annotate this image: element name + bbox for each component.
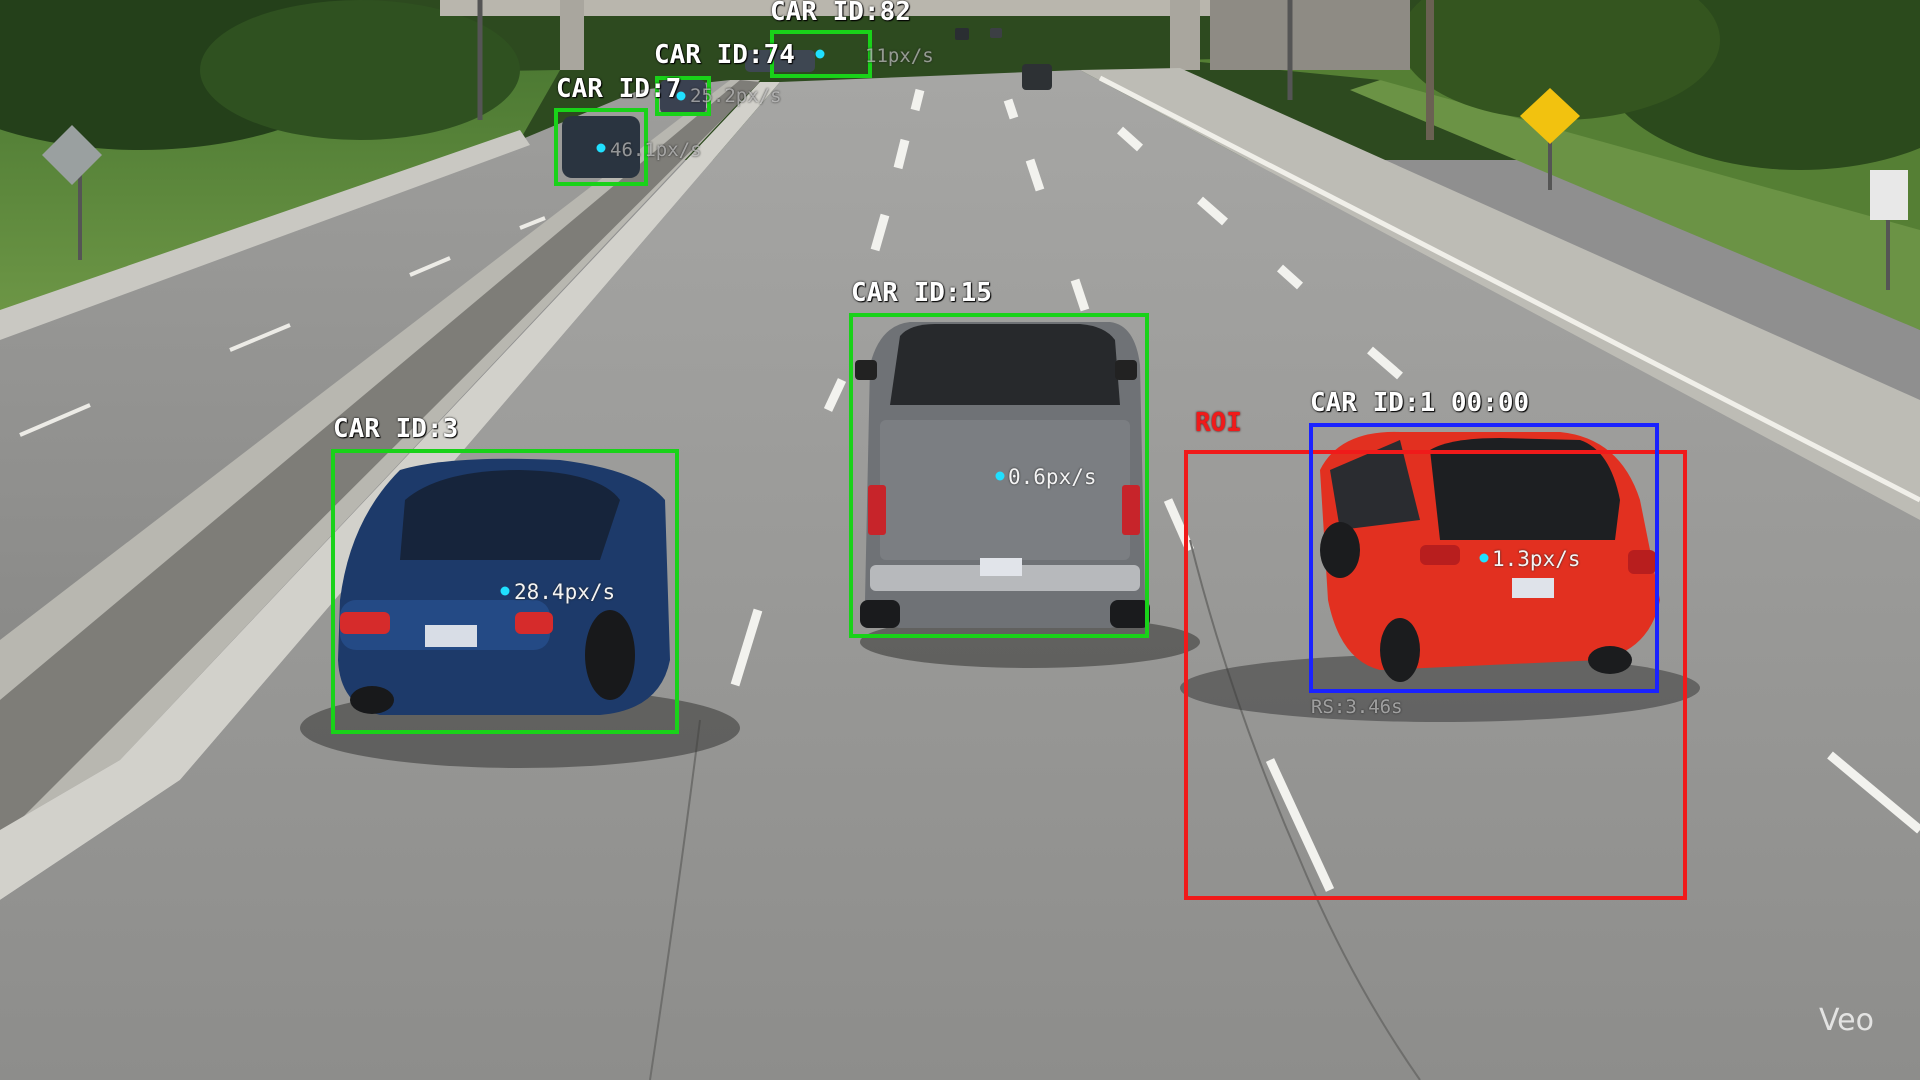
grey-pickup	[855, 322, 1200, 668]
roadside-signs	[42, 0, 1908, 290]
overpass	[440, 0, 1260, 16]
